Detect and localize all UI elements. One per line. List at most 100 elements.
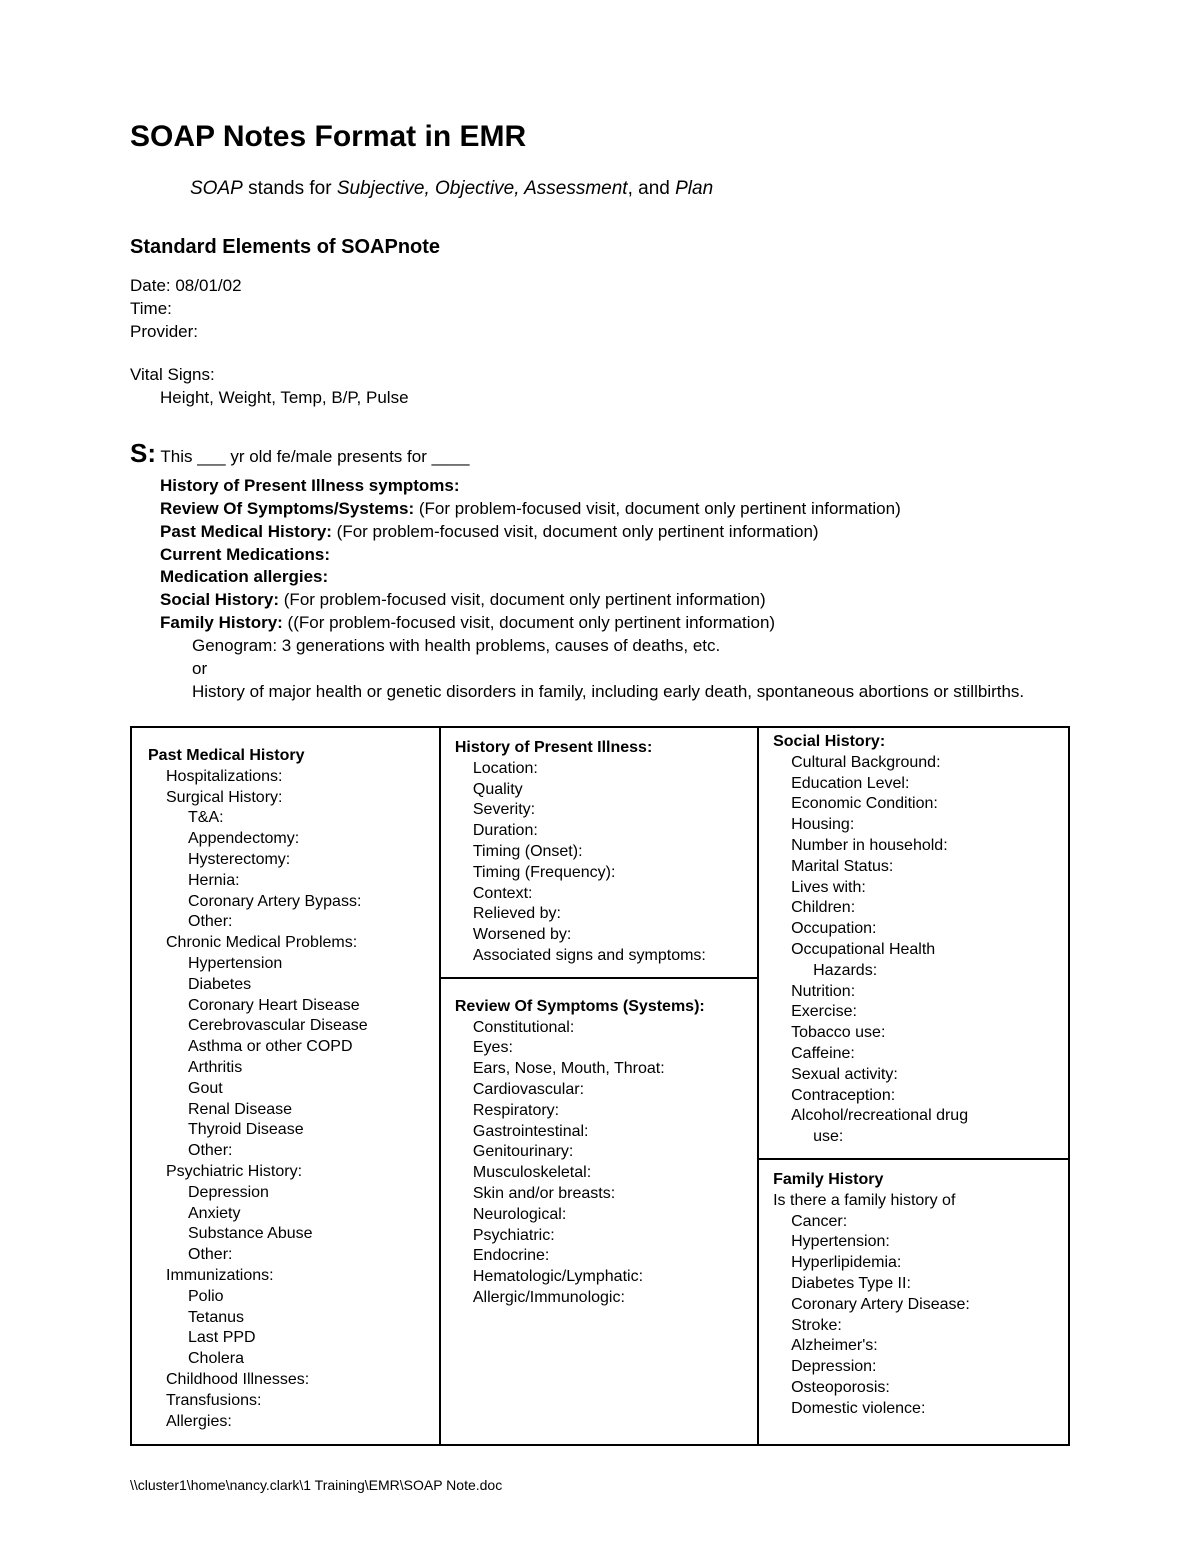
provider-line: Provider:	[130, 321, 1070, 344]
list-item: Alzheimer's:	[773, 1336, 1058, 1357]
list-item: Gastrointestinal:	[455, 1122, 747, 1143]
list-item: Coronary Heart Disease	[148, 996, 429, 1017]
page-title: SOAP Notes Format in EMR	[130, 120, 1070, 154]
time-line: Time:	[130, 298, 1070, 321]
pmh-label: Past Medical History:	[160, 522, 332, 541]
vitals-items: Height, Weight, Temp, B/P, Pulse	[130, 387, 1070, 410]
col-mid: History of Present Illness: Location: Qu…	[441, 728, 759, 1444]
list-item: Contraception:	[773, 1086, 1058, 1107]
list-item: Substance Abuse	[148, 1224, 429, 1245]
family-box-title: Family History	[773, 1170, 1058, 1191]
list-item: Education Level:	[773, 774, 1058, 795]
pmh-psych: Psychiatric History:	[148, 1162, 429, 1183]
pmh-imm: Immunizations:	[148, 1266, 429, 1287]
list-item: Occupational Health	[773, 940, 1058, 961]
social-label: Social History:	[160, 590, 279, 609]
genogram-line: Genogram: 3 generations with health prob…	[160, 635, 1070, 658]
list-item: Hematologic/Lymphatic:	[455, 1267, 747, 1288]
list-item: Tobacco use:	[773, 1023, 1058, 1044]
list-item: Depression:	[773, 1357, 1058, 1378]
list-item: Economic Condition:	[773, 794, 1058, 815]
list-item: Occupation:	[773, 919, 1058, 940]
date-line: Date: 08/01/02	[130, 275, 1070, 298]
list-item: Number in household:	[773, 836, 1058, 857]
list-item: Anxiety	[148, 1204, 429, 1225]
social-note: (For problem-focused visit, document onl…	[279, 590, 766, 609]
social-box-title: Social History:	[773, 732, 1058, 753]
list-item: Respiratory:	[455, 1101, 747, 1122]
list-item: Cholera	[148, 1349, 429, 1370]
cell-hpi: History of Present Illness: Location: Qu…	[441, 728, 757, 977]
list-item: Last PPD	[148, 1328, 429, 1349]
list-item: Domestic violence:	[773, 1399, 1058, 1420]
list-item: Cultural Background:	[773, 753, 1058, 774]
cell-social: Social History: Cultural Background: Edu…	[759, 728, 1068, 1158]
vitals-block: Vital Signs: Height, Weight, Temp, B/P, …	[130, 364, 1070, 410]
list-item: Nutrition:	[773, 982, 1058, 1003]
pmh-title: Past Medical History	[148, 746, 429, 767]
list-item: Diabetes Type II:	[773, 1274, 1058, 1295]
list-item: Arthritis	[148, 1058, 429, 1079]
footer-path: \\cluster1\home\nancy.clark\1 Training\E…	[130, 1477, 502, 1493]
list-item: Hypertension:	[773, 1232, 1058, 1253]
list-item: Context:	[455, 884, 747, 905]
list-item: Appendectomy:	[148, 829, 429, 850]
section-heading: Standard Elements of SOAPnote	[130, 236, 1070, 259]
list-item: Skin and/or breasts:	[455, 1184, 747, 1205]
list-item: Children:	[773, 898, 1058, 919]
list-item: Caffeine:	[773, 1044, 1058, 1065]
list-item: Tetanus	[148, 1308, 429, 1329]
family-note: ((For problem-focused visit, document on…	[283, 613, 775, 632]
reference-box: Past Medical History Hospitalizations: S…	[130, 726, 1070, 1446]
list-item: Alcohol/recreational drug	[773, 1106, 1058, 1127]
list-item: Genitourinary:	[455, 1142, 747, 1163]
list-item: Renal Disease	[148, 1100, 429, 1121]
list-item: Ears, Nose, Mouth, Throat:	[455, 1059, 747, 1080]
ros-label: Review Of Symptoms/Systems:	[160, 499, 414, 518]
subjective-line: S: This ___ yr old fe/male presents for …	[130, 438, 1070, 469]
cell-family: Family History Is there a family history…	[759, 1158, 1068, 1422]
list-item: Associated signs and symptoms:	[455, 946, 747, 967]
list-item: Musculoskeletal:	[455, 1163, 747, 1184]
pmh-chronic: Chronic Medical Problems:	[148, 933, 429, 954]
pmh-child: Childhood Illnesses:	[148, 1370, 429, 1391]
list-item: Neurological:	[455, 1205, 747, 1226]
list-item: T&A:	[148, 808, 429, 829]
meta-block: Date: 08/01/02 Time: Provider:	[130, 275, 1070, 344]
family-label: Family History:	[160, 613, 283, 632]
list-item: Coronary Artery Bypass:	[148, 892, 429, 913]
list-item: Coronary Artery Disease:	[773, 1295, 1058, 1316]
pmh-allerg: Allergies:	[148, 1412, 429, 1433]
document-page: SOAP Notes Format in EMR SOAP stands for…	[0, 0, 1200, 1553]
list-item: Exercise:	[773, 1002, 1058, 1023]
s-text: This ___ yr old fe/male presents for ___…	[156, 447, 469, 466]
list-item: Depression	[148, 1183, 429, 1204]
list-item: Lives with:	[773, 878, 1058, 899]
vitals-label: Vital Signs:	[130, 364, 1070, 387]
list-item: Quality	[455, 780, 747, 801]
list-item: Thyroid Disease	[148, 1120, 429, 1141]
list-item: Relieved by:	[455, 904, 747, 925]
list-item: Psychiatric:	[455, 1226, 747, 1247]
or-line: or	[160, 658, 1070, 681]
list-item: Sexual activity:	[773, 1065, 1058, 1086]
pmh-surg: Surgical History:	[148, 788, 429, 809]
list-item: Stroke:	[773, 1316, 1058, 1337]
col-pmh: Past Medical History Hospitalizations: S…	[132, 728, 441, 1444]
list-item: Timing (Onset):	[455, 842, 747, 863]
ros-note: (For problem-focused visit, document onl…	[414, 499, 901, 518]
list-item: Hysterectomy:	[148, 850, 429, 871]
list-item: Polio	[148, 1287, 429, 1308]
subjective-block: History of Present Illness symptoms: Rev…	[130, 475, 1070, 704]
list-item: Endocrine:	[455, 1246, 747, 1267]
pmh-trans: Transfusions:	[148, 1391, 429, 1412]
hpi-label: History of Present Illness symptoms:	[160, 476, 459, 495]
list-item: Diabetes	[148, 975, 429, 996]
list-item: Cerebrovascular Disease	[148, 1016, 429, 1037]
list-item: Constitutional:	[455, 1018, 747, 1039]
cell-ros: Review Of Symptoms (Systems): Constituti…	[441, 977, 757, 1445]
subtitle: SOAP stands for Subjective, Objective, A…	[190, 178, 1070, 200]
list-item: Worsened by:	[455, 925, 747, 946]
history-major-line: History of major health or genetic disor…	[160, 681, 1070, 704]
list-item: Cardiovascular:	[455, 1080, 747, 1101]
